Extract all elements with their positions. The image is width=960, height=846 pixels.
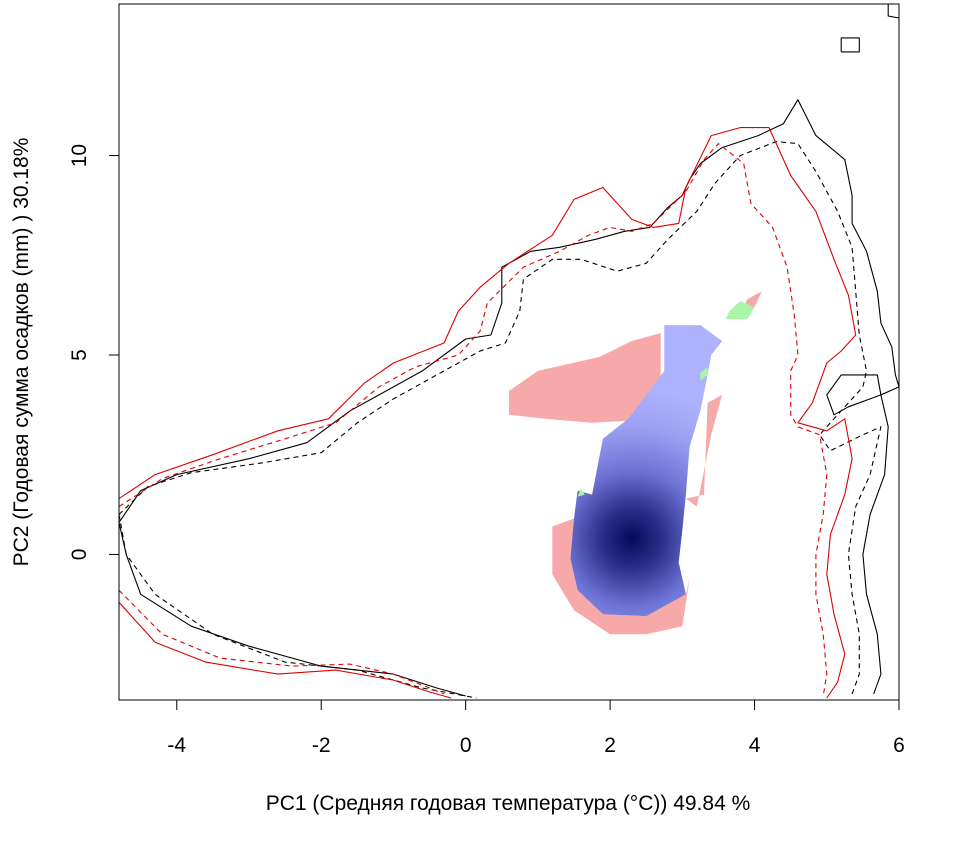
niche-a-only-patch <box>509 333 661 423</box>
niche-a-only-patch <box>685 394 723 507</box>
y-tick-label: 5 <box>68 349 91 361</box>
y-tick-label: 0 <box>68 549 91 561</box>
contour-line-red <box>119 601 452 699</box>
contour-line-red <box>119 589 445 695</box>
contour-line-red <box>119 143 828 697</box>
y-axis-title: PC2 (Годовая сумма осадков (mm) ) 30.18% <box>10 138 33 567</box>
x-tick-label: 6 <box>893 734 905 757</box>
x-tick-label: 4 <box>749 734 761 757</box>
plot-frame <box>118 3 900 701</box>
contour-line-black <box>887 4 899 19</box>
x-tick-label: 0 <box>460 734 472 757</box>
x-tick-label: -4 <box>167 734 186 757</box>
y-axis: 0 5 10 <box>68 144 120 561</box>
niche-b-only-region <box>577 301 755 497</box>
contour-line-red <box>119 127 857 699</box>
x-tick-label: -2 <box>312 734 331 757</box>
y-tick-label: 10 <box>68 144 91 167</box>
x-tick-label: 2 <box>604 734 616 757</box>
density-surface <box>570 325 723 617</box>
x-axis-title: PC1 (Средняя годовая температура (°C)) 4… <box>266 792 751 815</box>
density-heatmap <box>570 325 723 617</box>
contour-line-black <box>119 141 882 695</box>
contour-line-black <box>119 522 466 697</box>
contour-line-black <box>119 514 477 699</box>
niche-a-only-patch <box>552 518 690 635</box>
niche-b-only-patch <box>577 488 585 497</box>
x-axis: -4 -2 0 2 4 6 <box>167 699 905 757</box>
niche-b-only-patch <box>725 301 755 320</box>
environment-contours <box>119 4 899 699</box>
niche-b-only-patch <box>700 367 708 381</box>
contour-line-black <box>840 37 860 53</box>
